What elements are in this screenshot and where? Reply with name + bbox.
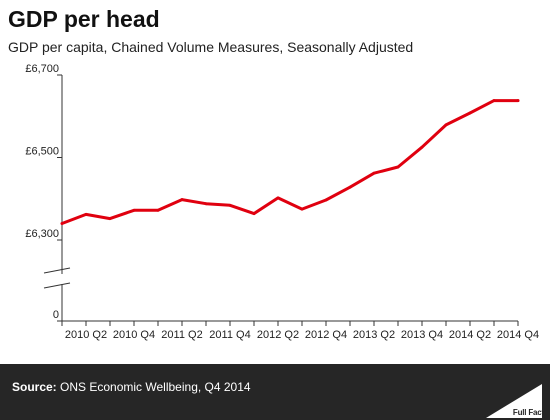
y-tick-label: £6,300 <box>25 228 59 240</box>
chart-ticks: £6,700 £6,500 £6,300 0 2010 Q2 2010 Q4 2011 Q2… <box>25 63 539 341</box>
data-point <box>132 208 136 212</box>
x-tick-label: 2010 Q4 <box>113 329 155 341</box>
chart-series <box>60 99 520 225</box>
x-tick-label: 2013 Q4 <box>401 329 443 341</box>
x-tick-label: 2014 Q2 <box>449 329 491 341</box>
source-line: Source: ONS Economic Wellbeing, Q4 2014 <box>12 380 251 394</box>
line-chart: £6,700 £6,500 £6,300 0 2010 Q2 2010 Q4 2011 Q2… <box>25 63 539 341</box>
full-fact-logo-icon <box>486 384 542 418</box>
data-point <box>84 213 88 216</box>
x-tick-label: 2012 Q4 <box>305 329 347 341</box>
x-tick-label: 2011 Q2 <box>161 329 202 341</box>
data-point <box>204 202 208 206</box>
x-tick-label: 2014 Q4 <box>497 329 539 341</box>
data-point <box>492 99 496 102</box>
x-tick-label: 2010 Q2 <box>65 329 107 341</box>
source-text: ONS Economic Wellbeing, Q4 2014 <box>60 380 251 394</box>
logo-text: Full Fact <box>512 408 544 417</box>
chart-axes <box>43 75 518 322</box>
data-point <box>108 217 112 220</box>
data-point <box>516 99 520 102</box>
data-point <box>180 198 184 201</box>
x-tick-label: 2011 Q4 <box>209 329 250 341</box>
data-point <box>420 145 424 149</box>
data-point <box>276 196 280 200</box>
chart-subtitle: GDP per capita, Chained Volume Measures,… <box>8 39 414 55</box>
data-point <box>156 208 160 212</box>
y-tick-label: £6,500 <box>25 146 59 158</box>
data-point <box>348 185 352 189</box>
data-point <box>252 212 256 216</box>
data-point <box>468 111 472 115</box>
axis-break-mark-upper <box>43 267 71 274</box>
x-tick-label: 2013 Q2 <box>353 329 395 341</box>
chart-title: GDP per head <box>8 6 160 32</box>
data-point <box>444 123 448 127</box>
data-point <box>228 203 232 207</box>
data-point <box>60 222 64 225</box>
data-point <box>372 171 376 175</box>
footer: Source: ONS Economic Wellbeing, Q4 2014 … <box>0 364 550 420</box>
data-point <box>300 207 304 211</box>
y-tick-label: £6,700 <box>25 63 59 75</box>
y-tick-label: 0 <box>53 309 59 321</box>
data-point <box>324 198 328 202</box>
gdp-per-head-line <box>60 99 520 225</box>
x-tick-label: 2012 Q2 <box>257 329 299 341</box>
data-point <box>396 165 400 169</box>
source-label: Source: <box>12 380 57 394</box>
axis-break-mark-lower <box>43 282 71 289</box>
